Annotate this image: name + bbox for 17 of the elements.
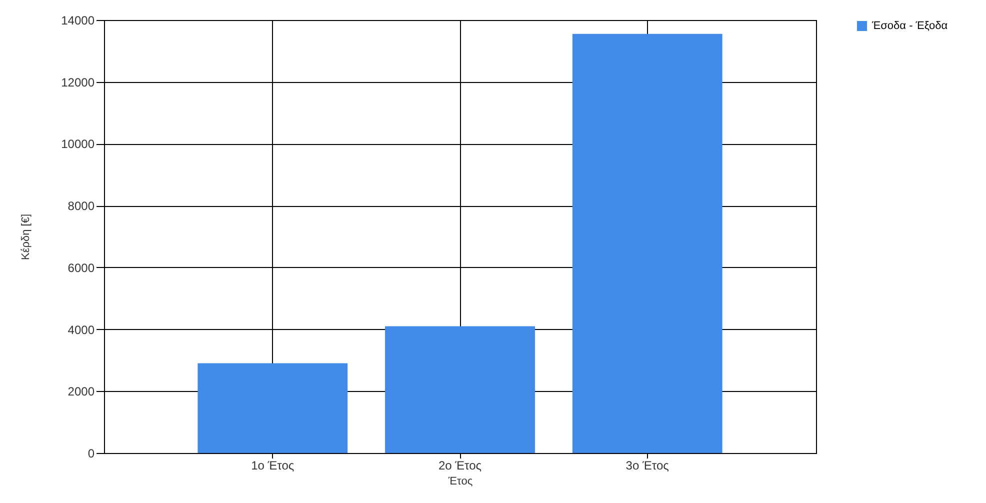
x-axis-title: Έτος <box>447 476 473 488</box>
y-tick-label: 6000 <box>68 260 95 275</box>
y-tick-label: 12000 <box>61 75 95 90</box>
bar <box>385 326 535 453</box>
y-tick-label: 4000 <box>68 322 95 337</box>
x-tick-label: 3ο Έτος <box>626 458 670 472</box>
y-tick-label: 0 <box>88 446 95 460</box>
y-tick-label: 2000 <box>68 384 95 399</box>
y-tick-label: 14000 <box>61 14 95 28</box>
legend-label: Έσοδα - Έξοδα <box>871 20 948 32</box>
x-tick-label: 1ο Έτος <box>251 458 294 472</box>
y-axis-title: Κέρδη [€] <box>20 214 32 260</box>
y-tick-label: 10000 <box>61 137 95 152</box>
bar <box>572 34 722 453</box>
y-tick-label: 8000 <box>68 199 95 214</box>
x-tick-label: 2ο Έτος <box>438 458 482 472</box>
bar <box>198 363 348 453</box>
